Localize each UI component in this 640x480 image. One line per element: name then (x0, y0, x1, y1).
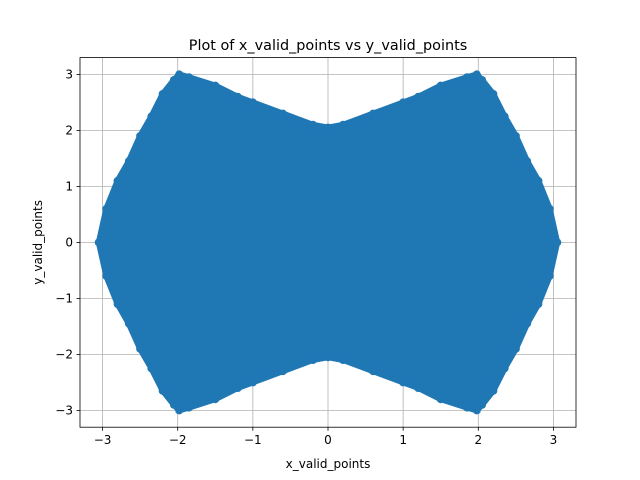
scatter-point (124, 319, 133, 328)
scatter-point (102, 204, 111, 213)
y-tick-label: 2 (65, 124, 73, 138)
scatter-point (478, 76, 487, 84)
scatter-point (545, 272, 554, 280)
scatter-point (489, 90, 498, 98)
scatter-point (523, 157, 532, 166)
y-tick-label: −2 (55, 348, 73, 362)
scatter-point (184, 73, 193, 82)
scatter-point (278, 367, 287, 376)
x-tick-label: −3 (94, 433, 112, 447)
scatter-point (545, 204, 554, 213)
scatter-point (211, 81, 220, 90)
scatter-point (339, 356, 348, 364)
scatter-point (102, 272, 111, 280)
axis-ticks: −3 −2 −1 0 1 2 3 −3 −2 −1 0 1 2 3 (55, 68, 557, 448)
x-tick-label: 0 (324, 433, 332, 447)
scatter-point (324, 123, 332, 132)
scatter-point (369, 109, 378, 118)
scatter-point (369, 367, 378, 376)
y-tick-label: −1 (55, 292, 73, 306)
scatter-point (436, 81, 445, 90)
scatter-point (399, 98, 408, 107)
y-tick-label: 1 (65, 180, 73, 194)
scatter-point (339, 120, 348, 129)
x-axis-label: x_valid_points (286, 457, 371, 471)
scatter-point (414, 92, 423, 101)
scatter-point (248, 378, 257, 387)
data-points (94, 70, 562, 415)
y-tick-label: 3 (65, 68, 73, 82)
x-tick-label: −1 (244, 433, 262, 447)
scatter-point (463, 403, 472, 412)
scatter-point (158, 386, 167, 395)
scatter-point (233, 92, 242, 101)
scatter-point (113, 176, 122, 185)
scatter-point (211, 395, 220, 404)
scatter-point (500, 364, 509, 373)
scatter-point (414, 384, 423, 392)
scatter-point (233, 384, 242, 392)
y-tick-label: 0 (65, 236, 73, 250)
scatter-point (175, 406, 184, 415)
y-axis-label: y_valid_points (31, 200, 45, 285)
scatter-point (248, 98, 257, 107)
x-tick-label: 1 (399, 433, 407, 447)
scatter-point (478, 400, 487, 409)
scatter-point (158, 90, 167, 98)
scatter-point (399, 378, 408, 387)
scatter-point (511, 344, 520, 353)
scatter-point (511, 132, 520, 140)
scatter-point (472, 406, 481, 415)
scatter-point (169, 400, 178, 409)
scatter-point (500, 112, 509, 121)
scatter-point (136, 344, 145, 353)
scatter-point (308, 120, 317, 129)
scatter-point (136, 132, 145, 140)
scatter-point (113, 300, 122, 308)
scatter-point (324, 353, 332, 362)
scatter-point (534, 300, 543, 308)
scatter-point (94, 238, 103, 247)
x-tick-label: 2 (474, 433, 482, 447)
scatter-point (124, 157, 133, 166)
x-tick-label: −2 (169, 433, 187, 447)
scatter-point (534, 176, 543, 185)
scatter-point (472, 70, 481, 79)
scatter-point (147, 364, 156, 373)
scatter-point (463, 73, 472, 82)
scatter-point (308, 356, 317, 364)
y-tick-label: −3 (55, 404, 73, 418)
scatter-point (489, 386, 498, 395)
x-tick-label: 3 (550, 433, 558, 447)
scatter-point (553, 238, 562, 247)
chart-title: Plot of x_valid_points vs y_valid_points (189, 38, 467, 54)
scatter-point (436, 395, 445, 404)
scatter-point (147, 112, 156, 121)
scatter-point (175, 70, 184, 79)
scatter-point (523, 319, 532, 328)
scatter-point (278, 109, 287, 118)
scatter-point (169, 76, 178, 84)
scatter-point (184, 403, 193, 412)
